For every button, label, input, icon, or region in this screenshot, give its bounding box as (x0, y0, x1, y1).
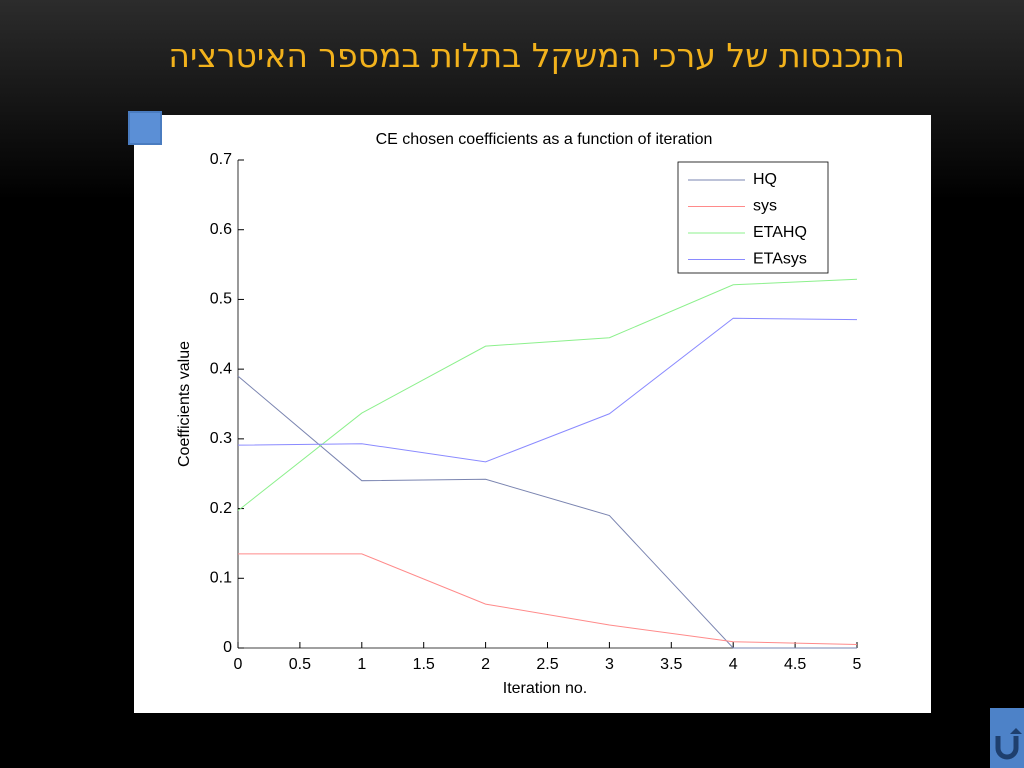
x-tick-label: 0.5 (289, 656, 311, 673)
y-tick-label: 0.7 (210, 151, 232, 168)
y-axis-label: Coefficients value (176, 341, 193, 467)
x-axis-label: Iteration no. (503, 680, 588, 697)
y-tick-label: 0.4 (210, 360, 232, 377)
y-tick-label: 0.1 (210, 570, 232, 587)
legend-label: sys (753, 198, 777, 215)
y-tick-label: 0.2 (210, 500, 232, 517)
icon-shape (995, 736, 1019, 760)
icon-arrow (1010, 728, 1022, 734)
x-tick-label: 3 (605, 656, 614, 673)
x-tick-label: 2 (481, 656, 490, 673)
y-tick-label: 0 (223, 639, 232, 656)
x-tick-label: 4.5 (784, 656, 806, 673)
legend-label: HQ (753, 171, 777, 188)
series-line (238, 553, 858, 646)
x-tick-label: 1.5 (413, 656, 435, 673)
series-line (237, 317, 858, 463)
x-tick-label: 4 (729, 656, 738, 673)
x-tick-label: 3.5 (660, 656, 682, 673)
back-button[interactable] (990, 708, 1024, 768)
chart-title: CE chosen coefficients as a function of … (376, 131, 713, 148)
series-line (237, 278, 858, 512)
x-tick-label: 0 (234, 656, 243, 673)
x-tick-label: 1 (357, 656, 366, 673)
y-tick-label: 0.3 (210, 430, 232, 447)
legend-label: ETAHQ (753, 224, 807, 241)
x-tick-label: 2.5 (536, 656, 558, 673)
y-tick-label: 0.6 (210, 221, 232, 238)
x-tick-label: 5 (853, 656, 862, 673)
slide-title: התכנסות של ערכי המשקל בתלות במספר האיטרצ… (168, 36, 905, 75)
decoration (128, 111, 162, 145)
series-line (237, 375, 857, 649)
y-tick-label: 0.5 (210, 291, 232, 308)
back-icon (995, 728, 1022, 760)
legend-label: ETAsys (753, 251, 807, 268)
